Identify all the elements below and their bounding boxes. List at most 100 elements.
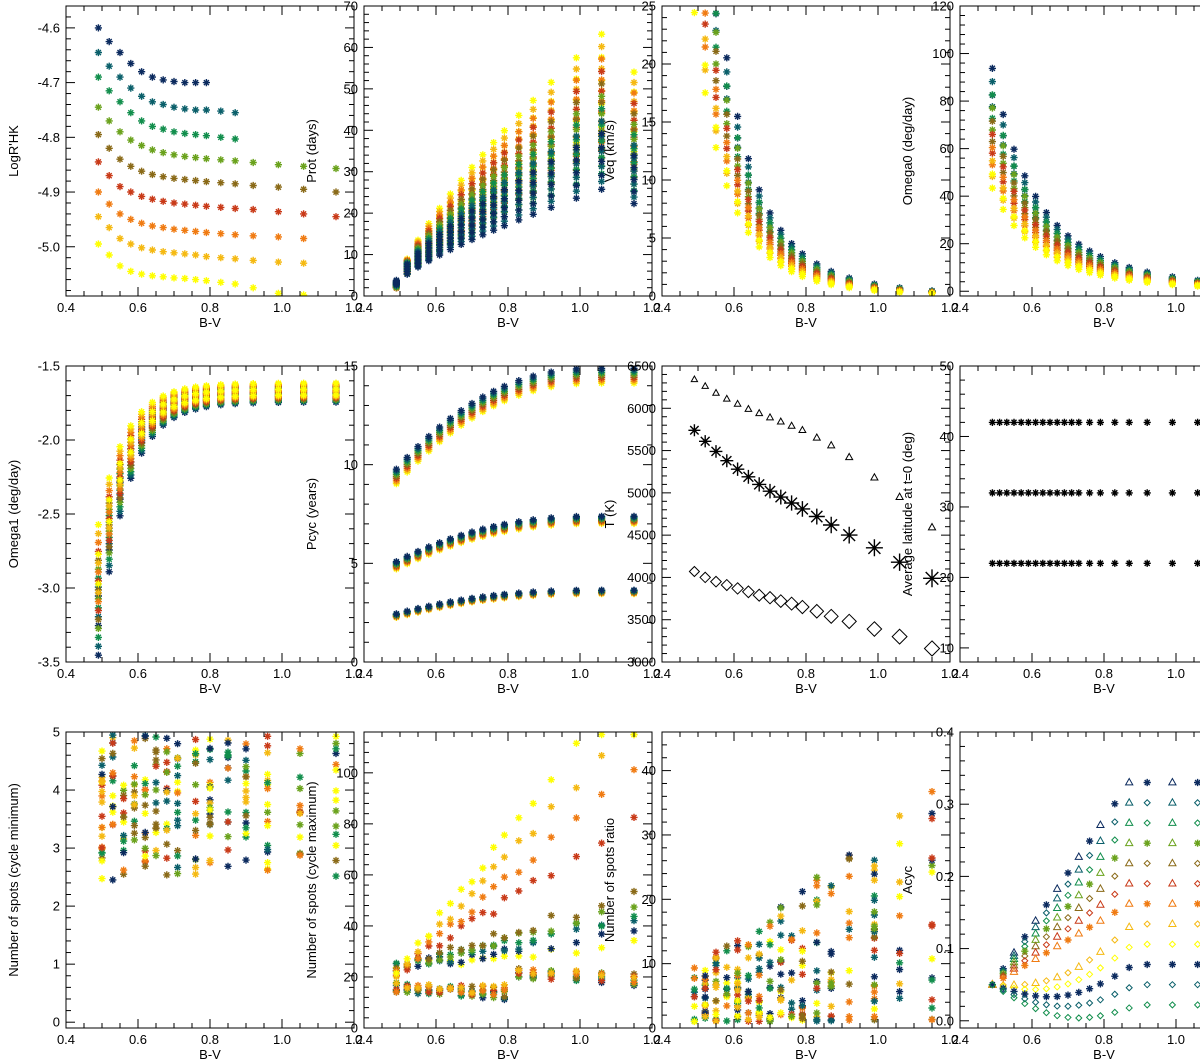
data-point xyxy=(798,272,806,281)
data-point xyxy=(845,998,853,1006)
data-point xyxy=(332,385,340,393)
data-point xyxy=(734,991,742,999)
x-tick-label: 1.0 xyxy=(273,1032,291,1047)
data-point xyxy=(120,781,128,789)
data-point xyxy=(192,781,200,789)
data-point xyxy=(1111,908,1119,916)
data-point xyxy=(264,817,272,826)
data-point xyxy=(845,1016,853,1024)
x-tick-label: 0.6 xyxy=(725,1032,743,1047)
data-point xyxy=(264,841,272,849)
data-point xyxy=(1096,271,1104,279)
data-point xyxy=(572,181,580,190)
data-point xyxy=(98,755,106,763)
y-tick-label: 10 xyxy=(642,173,656,188)
data-point xyxy=(217,107,225,115)
data-point xyxy=(300,391,308,399)
data-point xyxy=(392,465,400,473)
data-point xyxy=(845,925,853,933)
data-point xyxy=(141,786,149,794)
x-tick-label: 0.8 xyxy=(1095,300,1113,315)
data-point xyxy=(500,590,508,598)
data-point xyxy=(572,105,580,113)
data-point xyxy=(457,902,465,910)
data-point xyxy=(425,981,433,989)
data-point xyxy=(468,946,476,954)
data-point xyxy=(755,186,763,194)
data-point xyxy=(547,514,555,522)
data-point xyxy=(766,243,774,251)
data-point xyxy=(870,922,878,930)
y-tick-label: 0.0 xyxy=(936,1013,954,1028)
diamond-point xyxy=(1042,909,1051,917)
diamond-point xyxy=(1042,1001,1051,1009)
data-point xyxy=(264,822,272,830)
data-point xyxy=(152,778,160,787)
data-point xyxy=(988,144,996,152)
data-point xyxy=(515,200,523,208)
data-point xyxy=(529,200,537,208)
data-point xyxy=(1032,232,1040,240)
x-tick-label: 1.0 xyxy=(869,1032,887,1047)
data-point xyxy=(457,885,465,893)
y-tick-label: 40 xyxy=(642,763,656,778)
data-point xyxy=(1125,489,1133,497)
data-point xyxy=(1024,559,1032,567)
y-tick-label: -2.5 xyxy=(38,507,60,522)
data-point xyxy=(845,851,853,859)
y-tick-label: 25 xyxy=(642,0,656,14)
data-point xyxy=(529,936,537,944)
data-point xyxy=(490,950,498,958)
x-tick-label: 1.2 xyxy=(941,666,959,681)
data-point xyxy=(988,149,996,157)
y-tick-label: 5 xyxy=(351,556,358,571)
data-point xyxy=(94,589,102,597)
data-point xyxy=(988,981,996,989)
data-point xyxy=(515,377,523,385)
data-point xyxy=(192,396,200,404)
triangle-point xyxy=(1074,877,1084,886)
data-point xyxy=(529,114,537,122)
data-point xyxy=(148,272,156,280)
data-point xyxy=(1010,192,1018,200)
data-point xyxy=(120,849,128,857)
x-tick-label: 0.8 xyxy=(201,1032,219,1047)
data-point xyxy=(813,1017,821,1025)
data-point xyxy=(148,170,156,179)
data-point xyxy=(446,985,454,993)
data-point xyxy=(630,176,638,184)
data-point xyxy=(170,249,178,257)
data-point xyxy=(630,512,638,520)
data-point xyxy=(148,246,156,254)
data-point xyxy=(630,135,638,143)
data-point xyxy=(163,748,171,756)
diamond-point xyxy=(1021,952,1029,960)
diamond-point xyxy=(1143,940,1151,948)
data-point xyxy=(870,876,878,884)
data-point xyxy=(98,798,106,806)
data-point xyxy=(690,985,698,993)
data-point xyxy=(712,93,720,101)
data-point xyxy=(105,200,113,208)
data-point xyxy=(138,167,146,175)
data-point xyxy=(300,385,308,393)
y-axis-label: Omega0 (deg/day) xyxy=(900,97,915,205)
data-point xyxy=(109,749,117,757)
x-tick-label: 1.0 xyxy=(273,666,291,681)
data-point xyxy=(1021,961,1029,970)
asterisk-point xyxy=(784,495,800,511)
data-point xyxy=(529,150,537,158)
data-point xyxy=(414,955,422,963)
data-point xyxy=(572,925,580,933)
data-point xyxy=(630,110,638,118)
x-axis-label: B-V xyxy=(795,681,817,696)
data-point xyxy=(192,201,200,209)
data-point xyxy=(630,89,638,97)
triangle-point xyxy=(1124,898,1134,907)
data-point xyxy=(392,988,400,996)
data-point xyxy=(1021,220,1029,228)
data-point xyxy=(723,157,731,165)
data-point xyxy=(403,260,411,268)
data-point xyxy=(598,902,606,910)
